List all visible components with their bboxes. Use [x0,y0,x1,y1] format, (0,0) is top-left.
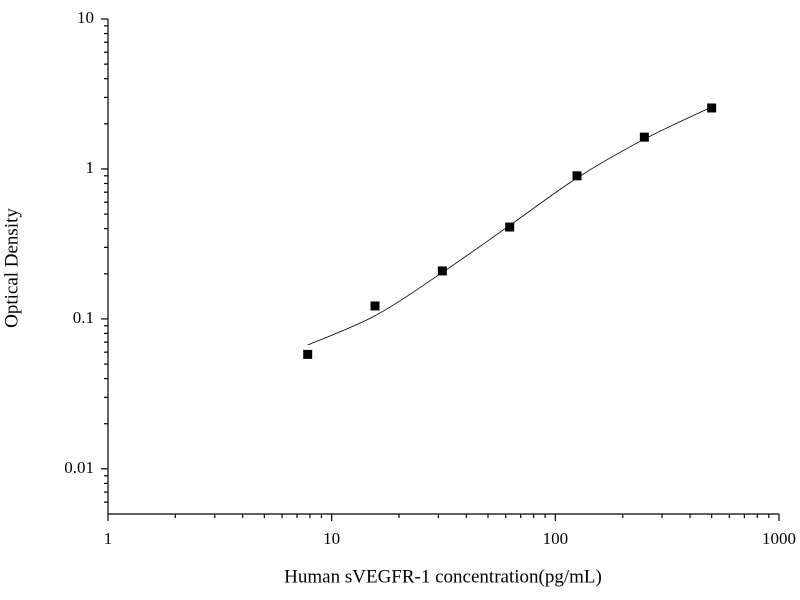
data-point [707,103,717,113]
data-point [639,132,649,142]
x-axis-label: Human sVEGFR-1 concentration(pg/mL) [284,566,602,587]
data-point [505,222,515,232]
data-point [572,171,582,181]
x-tick-label: 1 [104,529,113,548]
y-tick-label: 1 [86,158,95,177]
x-tick-label: 100 [543,529,569,548]
x-tick-label: 10 [323,529,340,548]
y-tick-label: 10 [77,8,94,27]
x-tick-label: 1000 [762,529,796,548]
data-point [370,301,380,311]
y-axis-label: Optical Density [1,208,22,328]
data-point [303,349,313,359]
fit-curve [307,106,712,346]
y-tick-label: 0.1 [73,308,94,327]
y-tick-label: 0.01 [64,458,94,477]
data-point [437,266,447,276]
